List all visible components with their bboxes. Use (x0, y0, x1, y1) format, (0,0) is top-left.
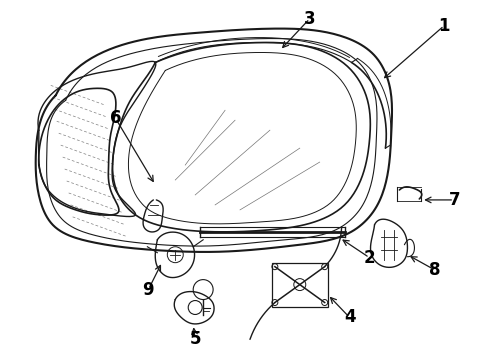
Text: 4: 4 (344, 309, 355, 327)
Text: 7: 7 (448, 191, 460, 209)
Text: 8: 8 (429, 261, 440, 279)
Text: 9: 9 (143, 280, 154, 298)
Text: 3: 3 (304, 10, 316, 28)
Text: 6: 6 (110, 109, 121, 127)
Bar (272, 263, 328, 306)
Text: 2: 2 (364, 249, 375, 267)
Text: 1: 1 (439, 17, 450, 35)
Text: 5: 5 (190, 330, 201, 348)
